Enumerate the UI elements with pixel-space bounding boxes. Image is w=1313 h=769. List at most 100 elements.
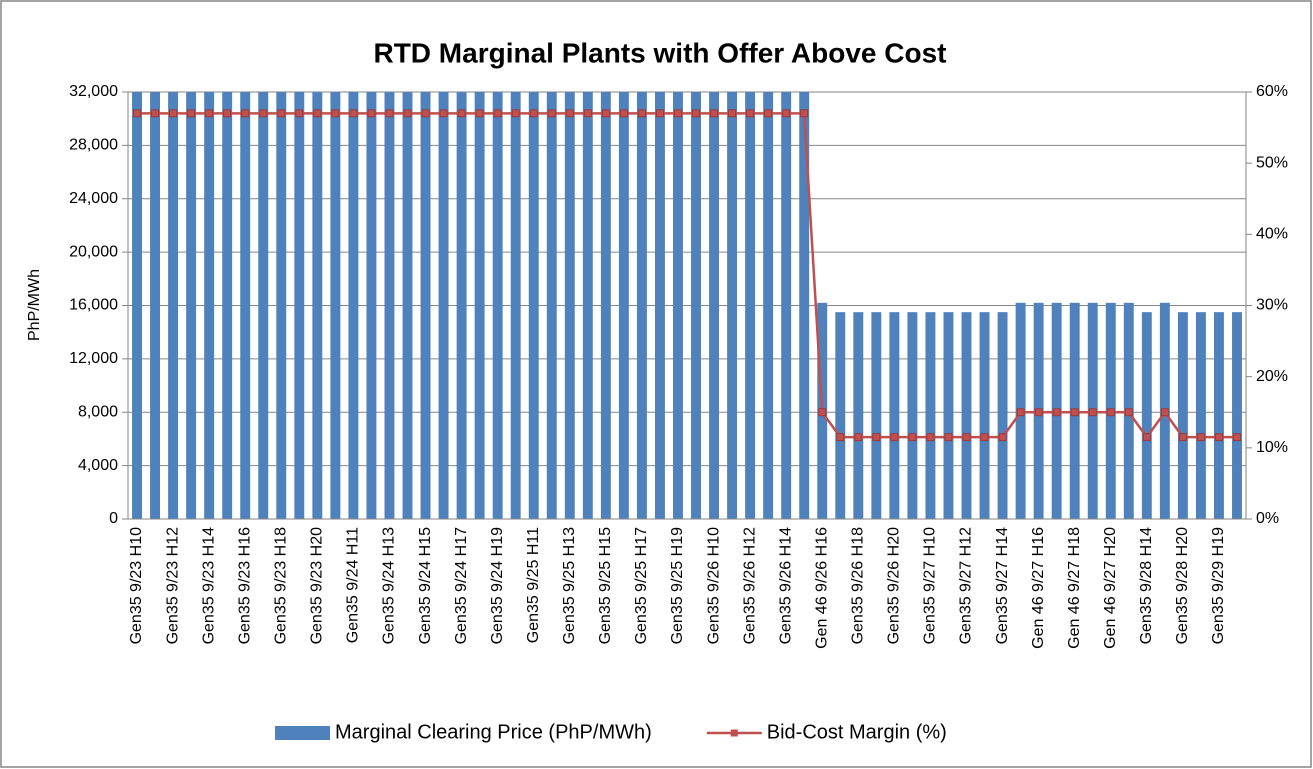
x-tick-label: Gen35 9/25 H17: [633, 527, 650, 645]
bar: [240, 92, 251, 519]
line-marker: [151, 109, 159, 118]
line-marker: [583, 109, 592, 118]
line-marker: [511, 109, 520, 118]
line-marker: [980, 433, 989, 442]
line-marker: [854, 433, 863, 442]
x-tick-label: Gen35 9/25 H13: [561, 527, 578, 645]
line-marker: [1088, 408, 1097, 417]
x-tick-label: Gen35 9/23 H10: [128, 527, 145, 645]
y2-tick-label: 10%: [1256, 439, 1288, 456]
line-marker: [818, 408, 827, 417]
x-tick-label: Gen 46 9/27 H16: [1030, 527, 1047, 649]
bar: [835, 312, 846, 519]
x-tick-label: Gen35 9/26 H12: [741, 527, 758, 645]
x-tick-label: Gen35 9/23 H20: [309, 527, 326, 645]
x-tick-label: Gen35 9/24 H13: [381, 527, 398, 645]
y-tick-label: 12,000: [69, 350, 118, 367]
bar: [673, 92, 683, 519]
x-tick-label: Gen35 9/23 H12: [164, 527, 181, 645]
y2-tick-label: 50%: [1256, 154, 1288, 171]
line-marker: [1124, 408, 1133, 417]
bar: [510, 92, 521, 519]
y2-tick-label: 40%: [1256, 226, 1288, 243]
line-marker: [692, 109, 700, 118]
y-tick-label: 16,000: [69, 297, 118, 314]
line-marker: [1160, 408, 1169, 417]
bar: [204, 92, 215, 519]
bar: [276, 92, 287, 519]
x-tick-label: Gen35 9/24 H15: [417, 527, 434, 645]
y2-tick-label: 30%: [1256, 297, 1288, 314]
bar: [294, 92, 305, 519]
x-tick-label: Gen35 9/24 H19: [489, 527, 506, 645]
line-marker: [1106, 408, 1115, 417]
legend-label: Bid-Cost Margin (%): [767, 721, 947, 743]
line-marker: [908, 433, 917, 442]
line-marker: [962, 433, 971, 442]
x-tick-label: Gen35 9/23 H18: [272, 527, 289, 645]
bar: [654, 92, 665, 519]
legend-label: Marginal Clearing Price (PhP/MWh): [335, 721, 652, 743]
line-marker: [1142, 433, 1151, 442]
line-marker: [241, 109, 250, 118]
legend-swatch: [275, 726, 330, 740]
line-marker: [944, 433, 953, 442]
y-tick-label: 24,000: [69, 190, 118, 207]
bar: [150, 92, 161, 519]
line-marker: [764, 109, 773, 118]
line-marker: [403, 109, 412, 118]
line-marker: [385, 109, 394, 118]
x-tick-label: Gen35 9/27 H14: [994, 527, 1011, 645]
line-marker: [728, 109, 736, 118]
line-marker: [187, 109, 196, 118]
bar: [258, 92, 269, 519]
line-marker: [367, 109, 376, 118]
bar: [564, 92, 575, 519]
x-tick-label: Gen35 9/26 H18: [850, 527, 867, 645]
line-marker: [1197, 433, 1205, 442]
y-axis-label: PhP/MWh: [26, 269, 43, 341]
bar: [402, 92, 413, 519]
x-tick-label: Gen35 9/28 H20: [1174, 527, 1191, 645]
x-tick-label: Gen35 9/26 H14: [777, 527, 794, 645]
bar: [799, 92, 810, 519]
y-tick-label: 4,000: [78, 457, 118, 474]
y-tick-label: 32,000: [69, 83, 118, 100]
bar: [528, 92, 539, 519]
y2-tick-label: 60%: [1256, 83, 1288, 100]
bar: [979, 312, 990, 519]
x-tick-label: Gen35 9/25 H19: [669, 527, 686, 645]
bar: [889, 312, 900, 519]
bar: [618, 92, 629, 519]
x-tick-label: Gen35 9/23 H16: [236, 527, 253, 645]
line-marker: [457, 109, 466, 118]
line-marker: [169, 109, 177, 118]
bar: [186, 92, 197, 519]
line-marker: [1034, 408, 1043, 417]
y-tick-label: 0: [109, 510, 118, 527]
bar: [600, 92, 611, 519]
x-tick-label: Gen35 9/28 H14: [1138, 527, 1155, 645]
x-tick-label: Gen35 9/25 H15: [597, 527, 614, 645]
line-marker: [638, 109, 646, 118]
line-marker: [782, 109, 791, 118]
line-marker: [205, 109, 214, 118]
line-marker: [926, 433, 935, 442]
bar: [1213, 312, 1224, 519]
line-marker: [133, 109, 141, 118]
line-marker: [259, 109, 268, 118]
line-marker: [565, 109, 574, 118]
legend-marker: [730, 729, 738, 737]
line-marker: [1052, 408, 1061, 417]
x-tick-label: Gen35 9/27 H12: [958, 527, 975, 645]
bar: [492, 92, 503, 519]
line-marker: [1233, 433, 1241, 442]
bar: [1195, 312, 1206, 519]
bar: [546, 92, 557, 519]
line-marker: [601, 109, 610, 118]
line-marker: [475, 109, 484, 118]
line-marker: [331, 109, 340, 118]
line-marker: [890, 433, 899, 442]
line-marker: [656, 109, 664, 118]
